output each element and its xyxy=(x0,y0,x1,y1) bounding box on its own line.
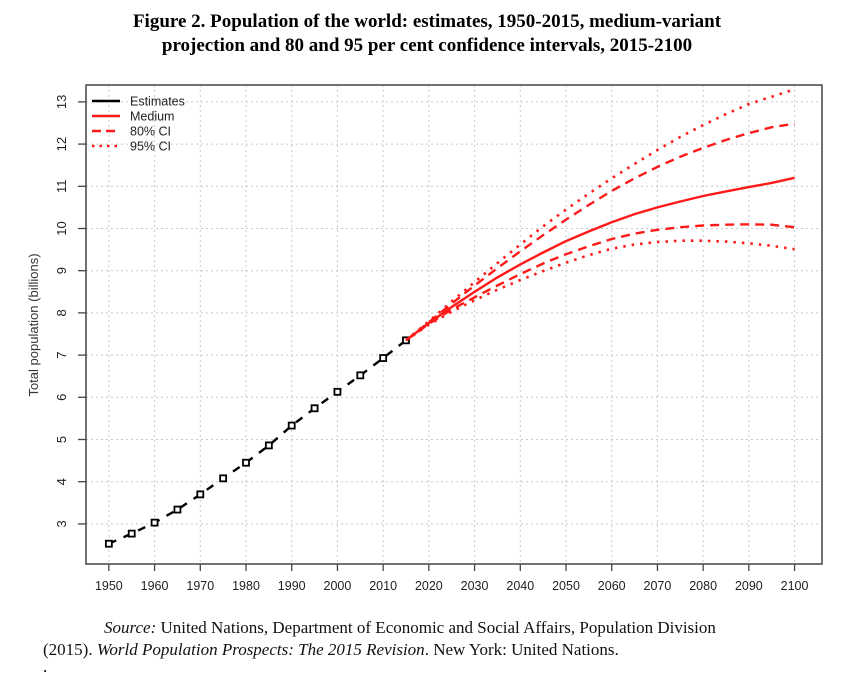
source-line-2: (2015). World Population Prospects: The … xyxy=(43,639,843,661)
y-tick-label: 4 xyxy=(54,478,69,485)
figure-title: Figure 2. Population of the world: estim… xyxy=(0,10,854,58)
figure-title-line-2: projection and 80 and 95 per cent confid… xyxy=(161,35,693,56)
x-tick-label: 1980 xyxy=(232,579,260,593)
estimate-marker xyxy=(242,458,250,467)
x-tick-label: 2070 xyxy=(644,579,672,593)
legend-label: 80% CI xyxy=(130,125,171,139)
x-tick-label: 2080 xyxy=(689,579,717,593)
trailing-period: . xyxy=(43,657,48,676)
source-line-1: Source: United Nations, Department of Ec… xyxy=(43,617,843,639)
figure-title-line-1: Figure 2. Population of the world: estim… xyxy=(132,11,722,32)
y-tick-label: 9 xyxy=(54,267,69,274)
y-axis-label: Total population (billions) xyxy=(26,253,41,396)
estimate-marker xyxy=(173,505,182,514)
estimate-marker xyxy=(127,529,136,538)
estimate-marker xyxy=(333,387,342,396)
estimate-marker xyxy=(219,474,228,483)
y-tick-label: 8 xyxy=(54,309,69,316)
x-tick-label: 2030 xyxy=(461,579,489,593)
series-group xyxy=(104,87,796,548)
estimate-marker xyxy=(310,404,319,413)
estimate-marker xyxy=(104,539,113,548)
y-tick-label: 11 xyxy=(54,180,69,194)
estimate-marker xyxy=(287,421,296,430)
series-line-80-ci-upper xyxy=(405,122,795,342)
x-tick-label: 2090 xyxy=(735,579,763,593)
series-line-estimates xyxy=(108,339,407,545)
series-line-95-ci-upper xyxy=(405,87,796,342)
estimate-marker xyxy=(196,490,205,499)
source-text-2-prefix: (2015). xyxy=(43,640,97,659)
source-note: Source: United Nations, Department of Ec… xyxy=(43,617,843,661)
source-text-2-suffix: . New York: United Nations. xyxy=(424,640,619,659)
y-tick-label: 7 xyxy=(54,351,69,358)
x-tick-label: 2020 xyxy=(415,579,443,593)
plot-frame xyxy=(85,84,823,565)
legend-label: 95% CI xyxy=(130,140,171,154)
series-line-95-ci-lower xyxy=(405,239,795,342)
y-tick-label: 12 xyxy=(54,137,69,151)
x-tick-label: 1950 xyxy=(95,579,123,593)
x-tick-label: 2100 xyxy=(781,579,809,593)
estimate-marker xyxy=(379,354,388,362)
y-tick-label: 13 xyxy=(54,95,69,109)
axes: 1950 1960 1970 1980 1990 2000 2010 2020 2030 2040… xyxy=(54,84,823,593)
x-tick-label: 1960 xyxy=(141,579,169,593)
x-tick-label: 2050 xyxy=(552,579,580,593)
y-tick-label: 6 xyxy=(54,394,69,401)
x-tick-label: 2000 xyxy=(324,579,352,593)
x-tick-label: 2010 xyxy=(369,579,397,593)
y-tick-label: 5 xyxy=(54,436,69,443)
x-tick-label: 2060 xyxy=(598,579,626,593)
legend-label: Medium xyxy=(130,110,174,124)
estimate-marker xyxy=(356,371,365,380)
y-tick-label: 10 xyxy=(54,221,69,235)
series-line-80-ci-lower xyxy=(405,223,795,342)
x-tick-label: 1970 xyxy=(186,579,214,593)
source-label: Source: xyxy=(104,618,157,637)
estimate-marker xyxy=(150,518,159,527)
source-text-1: United Nations, Department of Economic a… xyxy=(156,618,716,637)
estimate-marker xyxy=(264,441,273,450)
legend-label: Estimates xyxy=(130,95,185,109)
x-tick-label: 2040 xyxy=(506,579,534,593)
series-line-medium xyxy=(405,176,795,342)
y-tick-label: 3 xyxy=(54,520,69,527)
source-publication: World Population Prospects: The 2015 Rev… xyxy=(96,640,425,659)
estimate-marker xyxy=(402,336,410,345)
x-tick-label: 1990 xyxy=(278,579,306,593)
